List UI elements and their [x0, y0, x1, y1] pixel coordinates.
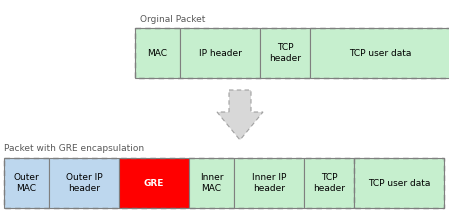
Text: TCP
header: TCP header: [269, 43, 301, 63]
Text: Orginal Packet: Orginal Packet: [140, 15, 205, 24]
Text: TCP user data: TCP user data: [368, 178, 430, 187]
Text: Outer IP
header: Outer IP header: [66, 173, 102, 193]
Bar: [4, 158, 444, 208]
Bar: [135, 28, 449, 78]
Text: Inner
MAC: Inner MAC: [200, 173, 223, 193]
Bar: [304, 158, 354, 208]
Bar: [354, 158, 444, 208]
Bar: [234, 158, 304, 208]
Bar: [310, 28, 449, 78]
Text: GRE: GRE: [144, 178, 164, 187]
Bar: [189, 158, 234, 208]
Bar: [4, 158, 49, 208]
Polygon shape: [217, 90, 263, 140]
Bar: [135, 28, 180, 78]
Bar: [260, 28, 310, 78]
Text: IP header: IP header: [198, 49, 242, 58]
Bar: [49, 158, 119, 208]
Text: Outer
MAC: Outer MAC: [13, 173, 40, 193]
Bar: [119, 158, 189, 208]
Text: Inner IP
header: Inner IP header: [252, 173, 286, 193]
Bar: [180, 28, 260, 78]
Text: Packet with GRE encapsulation: Packet with GRE encapsulation: [4, 144, 144, 153]
Text: MAC: MAC: [148, 49, 167, 58]
Text: TCP user data: TCP user data: [349, 49, 411, 58]
Text: TCP
header: TCP header: [313, 173, 345, 193]
